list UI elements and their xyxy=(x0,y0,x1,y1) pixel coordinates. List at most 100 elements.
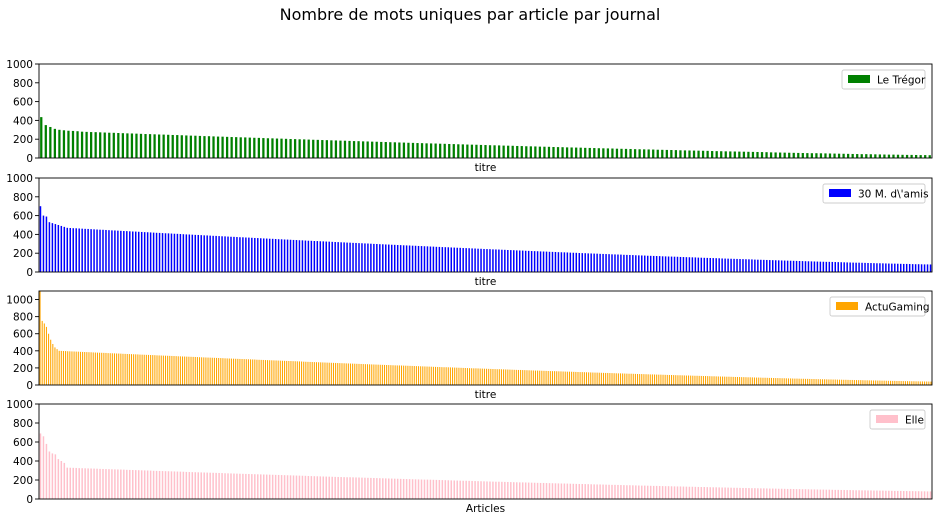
bar xyxy=(819,489,822,499)
bar xyxy=(173,471,176,499)
bar xyxy=(692,375,694,385)
bar xyxy=(511,369,513,385)
bar xyxy=(258,359,260,385)
bar xyxy=(152,470,155,499)
bar xyxy=(630,373,632,385)
bar xyxy=(62,130,66,158)
bar xyxy=(473,368,475,385)
bar xyxy=(325,476,327,499)
bar xyxy=(722,376,724,385)
bar xyxy=(129,231,131,272)
bar xyxy=(518,482,521,500)
bar xyxy=(629,148,632,158)
bar xyxy=(133,354,135,385)
bar xyxy=(890,380,892,385)
bar xyxy=(641,485,643,499)
bar xyxy=(438,480,441,499)
bar xyxy=(676,486,679,499)
bar xyxy=(483,368,485,385)
bar xyxy=(331,476,333,499)
bar xyxy=(620,485,622,499)
bar xyxy=(709,257,711,272)
bar xyxy=(558,371,560,385)
bar xyxy=(173,233,176,272)
bar xyxy=(798,378,800,385)
bar xyxy=(777,260,780,272)
bar xyxy=(380,141,383,158)
bar xyxy=(874,154,877,158)
bar xyxy=(373,478,375,499)
bar xyxy=(239,137,242,158)
bar xyxy=(554,251,557,272)
bar xyxy=(426,246,429,272)
bar xyxy=(356,363,358,385)
bar xyxy=(93,468,95,499)
bar xyxy=(403,365,405,385)
bar xyxy=(194,135,197,158)
bar xyxy=(198,135,202,158)
bar xyxy=(529,146,532,158)
bar xyxy=(271,238,274,272)
bar xyxy=(575,371,577,385)
bar xyxy=(762,377,764,385)
bar xyxy=(626,373,628,385)
bar xyxy=(832,379,834,385)
bar xyxy=(79,351,81,385)
bar xyxy=(254,359,256,385)
bar xyxy=(919,155,922,158)
bar xyxy=(703,257,706,272)
bar xyxy=(102,468,104,499)
bar xyxy=(715,376,717,385)
bar xyxy=(414,479,417,499)
bar xyxy=(474,248,476,272)
bar xyxy=(605,372,607,385)
bar xyxy=(908,491,911,499)
bar xyxy=(838,379,841,385)
bar xyxy=(557,483,560,499)
bar xyxy=(289,239,292,272)
bar xyxy=(795,260,798,272)
bar xyxy=(834,262,836,272)
bar xyxy=(920,491,923,499)
bar xyxy=(919,381,921,385)
bar xyxy=(371,141,374,158)
bar xyxy=(358,363,360,385)
bar xyxy=(292,239,295,272)
bar xyxy=(239,358,241,385)
bar xyxy=(543,146,546,158)
bar xyxy=(105,352,107,385)
bar xyxy=(211,357,213,385)
bar xyxy=(819,153,823,158)
bar xyxy=(504,249,506,272)
bar xyxy=(343,477,345,499)
bar xyxy=(875,380,877,385)
bar xyxy=(111,230,113,272)
bar xyxy=(786,488,789,499)
bar xyxy=(309,361,311,385)
bar xyxy=(177,356,179,385)
bar xyxy=(257,474,259,499)
bar xyxy=(319,476,322,499)
bar xyxy=(140,231,143,272)
bar xyxy=(905,491,908,499)
bar xyxy=(667,256,670,272)
y-tick-label: 800 xyxy=(13,312,33,324)
bar xyxy=(360,363,362,385)
bar xyxy=(377,364,379,385)
bar xyxy=(417,479,420,499)
bar xyxy=(420,246,423,272)
bar xyxy=(870,263,872,272)
bar xyxy=(828,153,832,158)
bar xyxy=(346,477,348,499)
bar xyxy=(466,368,468,385)
bar xyxy=(837,489,839,499)
bar xyxy=(517,369,519,385)
bar xyxy=(103,132,106,158)
legend-1: Le Trégor xyxy=(841,69,926,90)
bar xyxy=(563,252,566,272)
legend-swatch xyxy=(876,415,898,423)
bar xyxy=(571,371,573,385)
bar xyxy=(534,370,536,385)
bar xyxy=(48,451,51,499)
bar xyxy=(405,245,408,272)
